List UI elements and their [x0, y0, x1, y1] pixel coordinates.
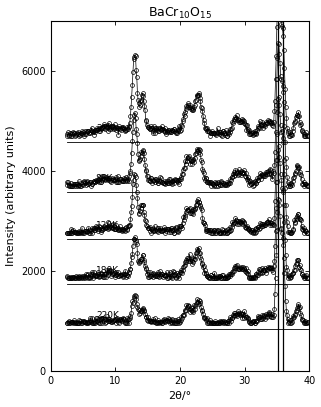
Text: 20K: 20K — [96, 124, 113, 133]
Text: 80K: 80K — [96, 174, 113, 183]
Text: 180K: 180K — [96, 267, 119, 276]
Text: 120K: 120K — [96, 221, 119, 230]
Y-axis label: Intensity (arbitrary units): Intensity (arbitrary units) — [5, 126, 15, 266]
Text: 220K: 220K — [96, 311, 119, 320]
Title: BaCr$_{10}$O$_{15}$: BaCr$_{10}$O$_{15}$ — [148, 6, 212, 21]
X-axis label: 2θ/°: 2θ/° — [169, 392, 192, 401]
